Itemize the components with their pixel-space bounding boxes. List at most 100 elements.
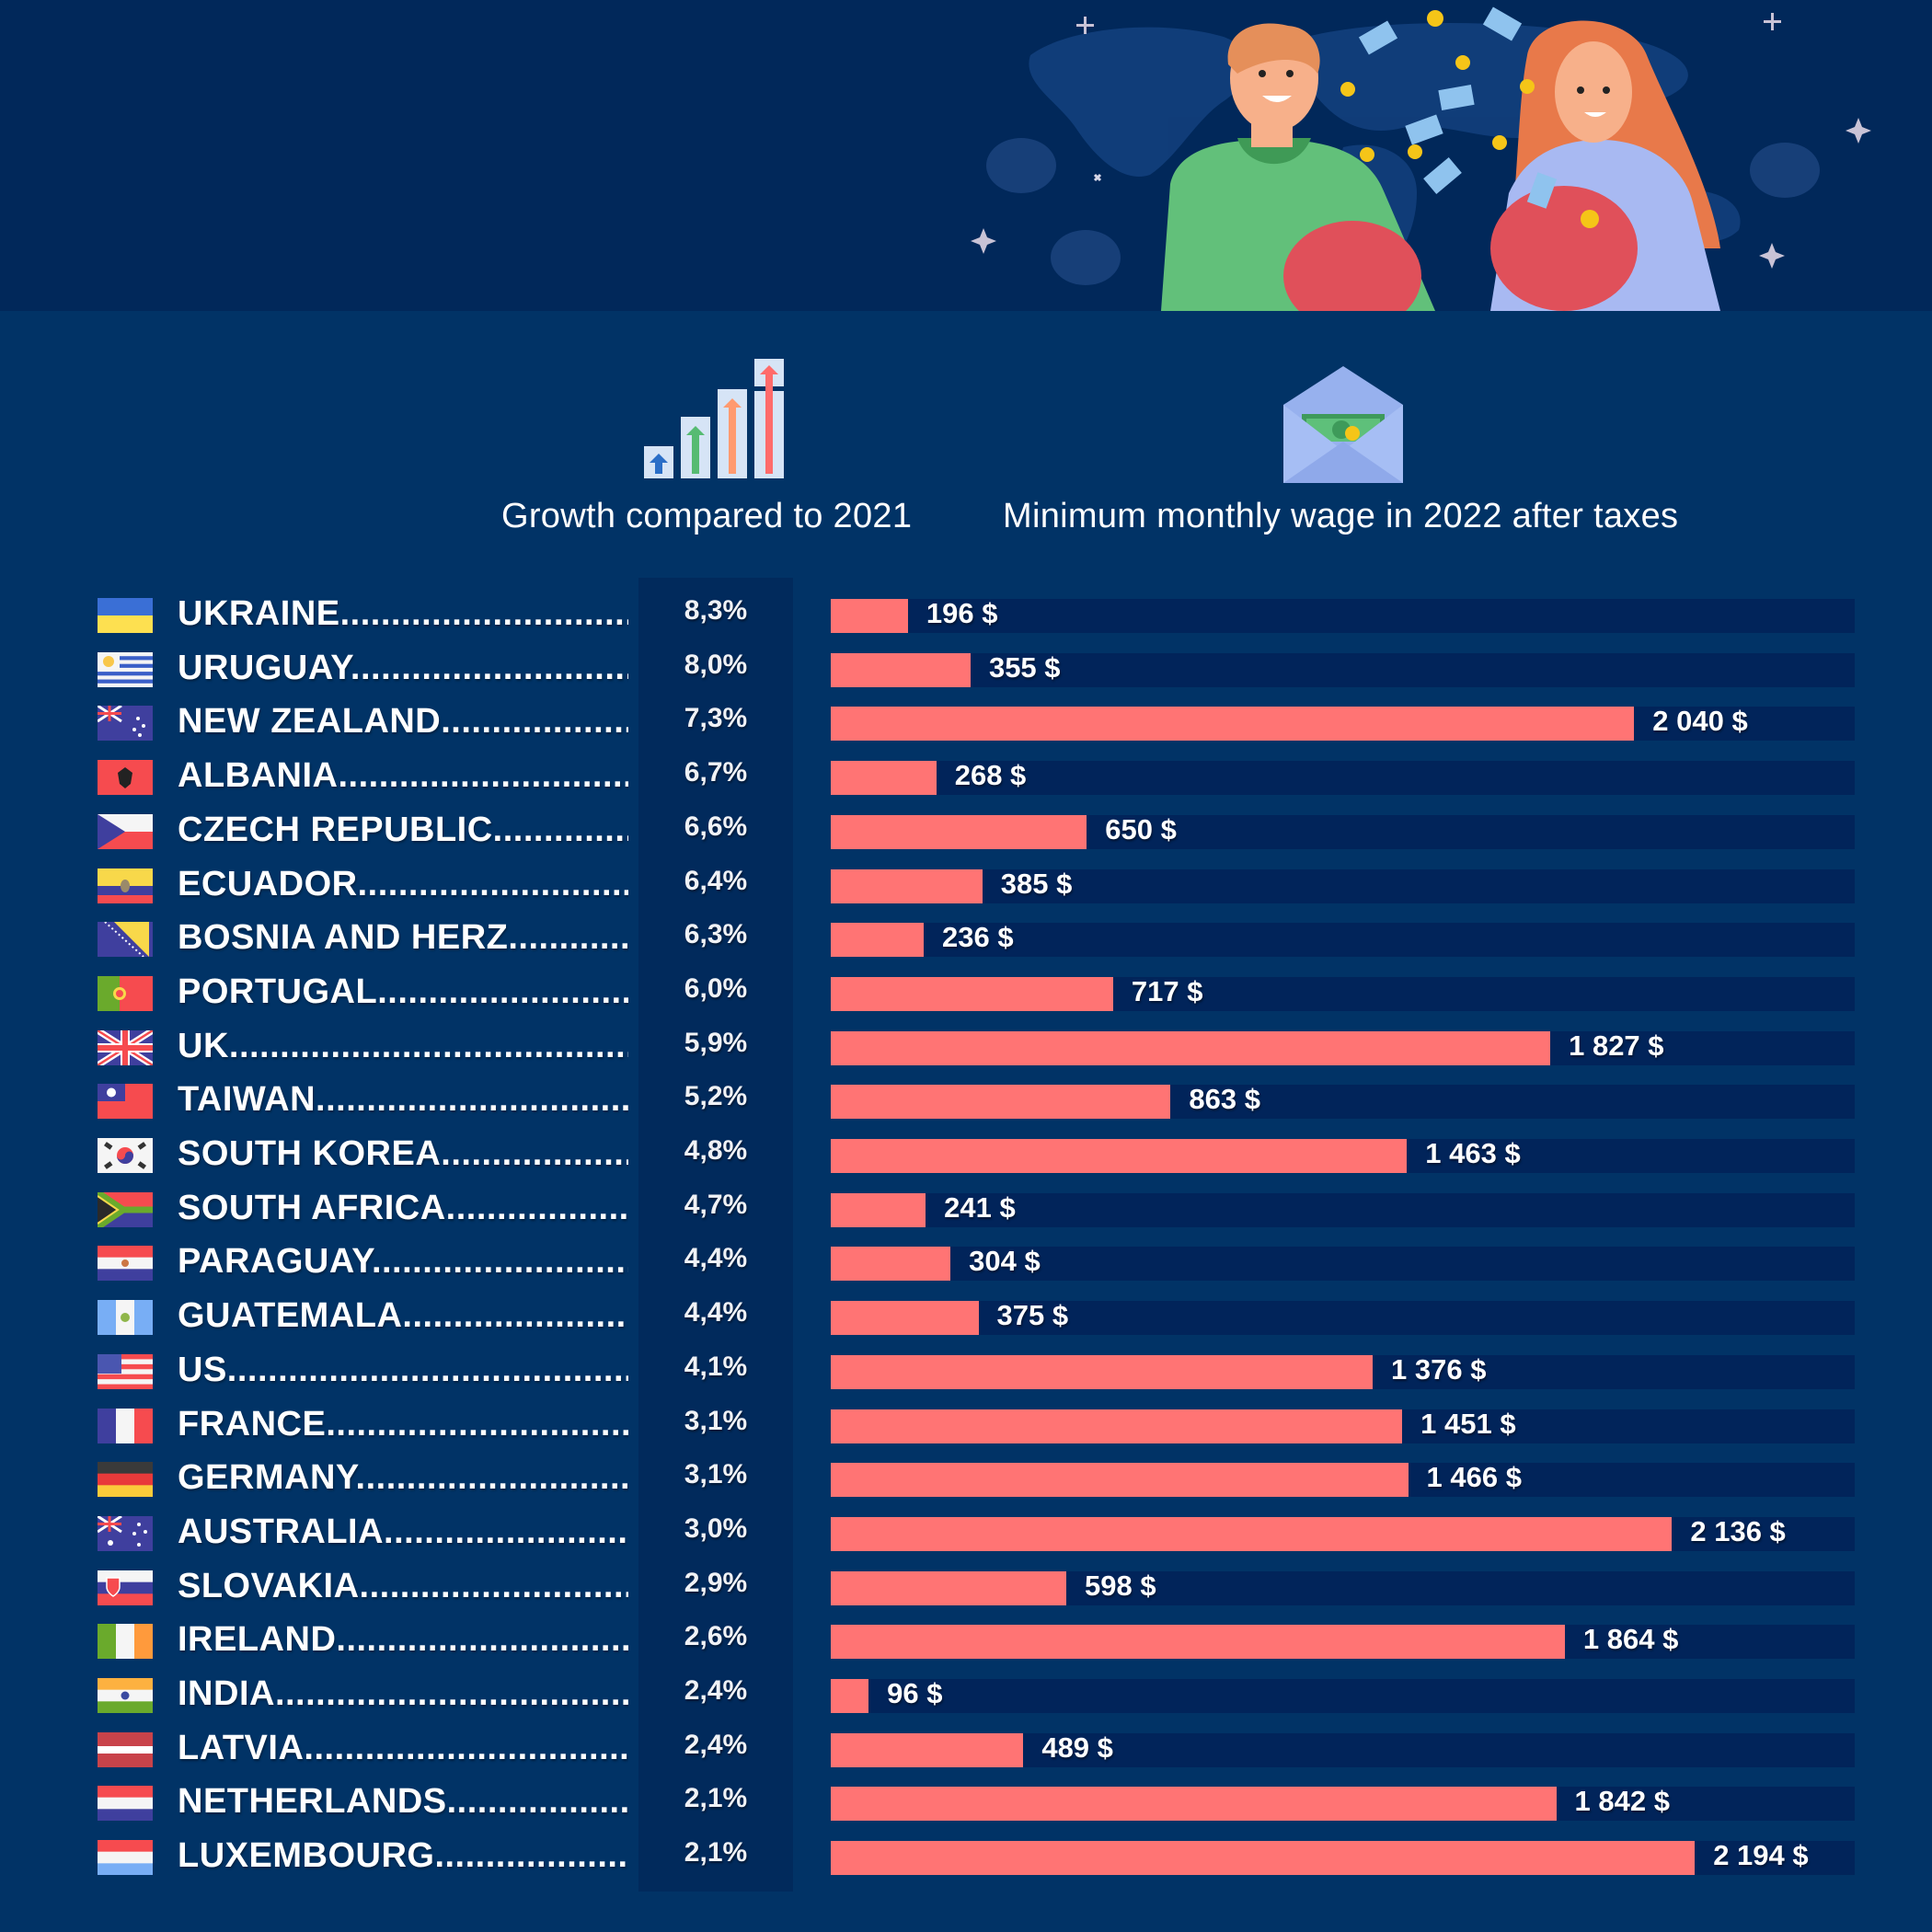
table-row: BOSNIA AND HERZ.........................… [0,918,1932,976]
table-row: TAIWAN..................................… [0,1080,1932,1138]
country-label: INDIA...................................… [178,1674,628,1713]
country-label: NEW ZEALAND.............................… [178,702,628,742]
table-row: UKRAINE.................................… [0,594,1932,652]
table-row: URUGUAY.................................… [0,649,1932,707]
portugal-flag-icon [98,975,153,1011]
uk-flag-icon [98,1029,153,1065]
growth-value: 2,1% [684,1837,748,1869]
bar-track [831,923,1855,958]
bar-track [831,1192,1855,1227]
table-row: PORTUGAL................................… [0,972,1932,1030]
south-africa-flag-icon [98,1191,153,1227]
growth-value: 5,9% [684,1027,748,1058]
wage-bar [831,1085,1171,1120]
ireland-flag-icon [98,1624,153,1660]
envelope-money-icon [1283,366,1403,483]
wage-bar [831,1247,951,1282]
wage-bar [831,1787,1557,1822]
growth-value: 4,4% [684,1297,748,1328]
money-cloud-decoration [986,138,1820,285]
wage-bar [831,1030,1551,1065]
country-label: ALBANIA.................................… [178,756,628,796]
germany-flag-icon [98,1462,153,1498]
table-row: ALBANIA.................................… [0,756,1932,814]
growth-value: 5,2% [684,1081,748,1112]
wage-bar [831,1625,1565,1660]
wage-bar [831,923,925,958]
growth-value: 6,4% [684,865,748,896]
wage-bar [831,1732,1024,1767]
table-row: NEW ZEALAND.............................… [0,702,1932,760]
uruguay-flag-icon [98,651,153,687]
luxembourg-flag-icon [98,1840,153,1876]
france-flag-icon [98,1408,153,1443]
growth-value: 2,4% [684,1675,748,1706]
table-row: FRANCE..................................… [0,1405,1932,1463]
ecuador-flag-icon [98,868,153,903]
bar-chart-arrows-icon [644,359,784,478]
wage-bar [831,1409,1403,1443]
wage-bar [831,1841,1696,1876]
wage-value-label: 355 $ [988,650,1061,684]
growth-value: 6,7% [684,757,748,788]
country-label: UKRAINE.................................… [178,594,628,633]
wage-value-label: 304 $ [969,1245,1041,1278]
growth-value: 6,6% [684,811,748,842]
bar-track [831,761,1855,796]
wage-value-label: 2 040 $ [1652,705,1748,738]
table-row: IRELAND.................................… [0,1620,1932,1678]
wage-value-label: 375 $ [996,1299,1069,1332]
people-piggy-bank-illustration [971,6,1871,311]
country-label: AUSTRALIA...............................… [178,1512,628,1551]
australia-flag-icon [98,1515,153,1551]
wage-value-label: 1 466 $ [1426,1461,1522,1494]
bar-track [831,599,1855,633]
growth-value: 4,7% [684,1189,748,1220]
table-row: NETHERLANDS.............................… [0,1782,1932,1840]
new-zealand-flag-icon [98,706,153,742]
growth-column-header: Growth compared to 2021 [501,497,913,535]
growth-value: 3,1% [684,1405,748,1436]
country-label: GERMANY.................................… [178,1458,628,1498]
bosnia-flag-icon [98,922,153,958]
table-row: UK......................................… [0,1026,1932,1085]
table-row: SLOVAKIA................................… [0,1566,1932,1625]
wage-bar [831,1354,1374,1389]
country-label: LUXEMBOURG..............................… [178,1836,628,1876]
growth-value: 4,4% [684,1243,748,1274]
growth-column-panel [638,578,793,1892]
wage-bar [831,707,1635,742]
netherlands-flag-icon [98,1786,153,1822]
sparkle-decoration [971,13,1871,269]
wage-value-label: 196 $ [926,597,998,629]
table-row: US......................................… [0,1350,1932,1409]
wage-value-label: 2 136 $ [1690,1514,1786,1547]
growth-value: 8,0% [684,649,748,680]
country-label: US......................................… [178,1350,628,1389]
wage-bar [831,976,1113,1011]
piggy-bank-icon [1283,186,1638,311]
czech-flag-icon [98,813,153,849]
wage-bar [831,1192,926,1227]
growth-value: 2,9% [684,1567,748,1598]
ukraine-flag-icon [98,598,153,633]
falling-money-decoration [1340,6,1599,228]
country-label: ECUADOR.................................… [178,864,628,903]
wage-value-label: 236 $ [942,921,1014,954]
guatemala-flag-icon [98,1300,153,1336]
paraguay-flag-icon [98,1246,153,1282]
taiwan-flag-icon [98,1084,153,1120]
table-row: GERMANY.................................… [0,1458,1932,1516]
wage-bar [831,1139,1408,1173]
country-label: PORTUGAL................................… [178,972,628,1011]
albania-flag-icon [98,760,153,796]
wage-value-label: 598 $ [1084,1569,1156,1602]
wage-column-header: Minimum monthly wage in 2022 after taxes [1003,497,1679,535]
country-label: BOSNIA AND HERZ.........................… [178,918,628,958]
wage-bar [831,1463,1409,1498]
country-label: SLOVAKIA................................… [178,1566,628,1605]
wage-bar [831,761,937,796]
country-label: FRANCE..................................… [178,1404,628,1443]
country-label: UK......................................… [178,1026,628,1065]
country-label: TAIWAN..................................… [178,1080,628,1120]
